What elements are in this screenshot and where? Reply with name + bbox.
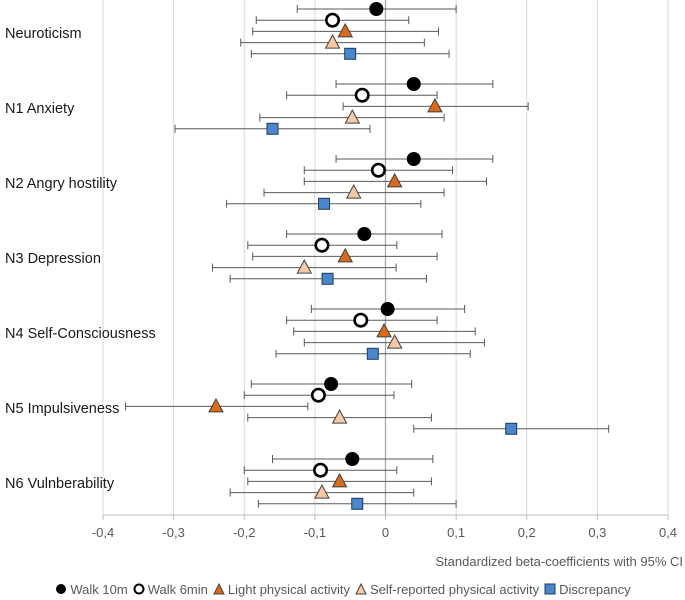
legend-item: Walk 6min (132, 582, 208, 597)
data-point (331, 409, 348, 424)
category-label: N6 Vulnberability (5, 476, 115, 492)
data-point (331, 472, 348, 488)
data-point (324, 377, 339, 391)
data-point (366, 347, 379, 360)
series-4 (174, 47, 610, 510)
data-point (344, 109, 361, 124)
legend-item: Self-reported physical activity (354, 582, 539, 597)
data-point (321, 272, 334, 285)
x-tick-label: 0,3 (588, 525, 606, 540)
legend-label: Discrepancy (559, 581, 631, 597)
series-1 (243, 12, 454, 478)
data-point (324, 34, 341, 49)
series-3 (211, 34, 485, 499)
x-axis-title: Standardized beta-coefficients with 95% … (435, 554, 683, 569)
series-0 (250, 2, 494, 466)
data-point (427, 97, 443, 113)
legend-item: Discrepancy (543, 582, 631, 597)
category-label: N1 Anxiety (5, 101, 75, 117)
gridlines (102, 0, 669, 515)
x-tick-label: -0,3 (162, 525, 184, 540)
category-label: N4 Self-Consciousness (5, 326, 156, 342)
data-point (337, 247, 354, 263)
data-point (354, 87, 370, 103)
category-label: N5 Impulsiveness (5, 401, 119, 417)
data-point (266, 122, 279, 135)
data-point (370, 162, 386, 178)
legend-item: Walk 10m (54, 581, 128, 597)
x-tick-label: 0,4 (659, 525, 677, 540)
series-2 (125, 22, 529, 488)
legend: Walk 10m Walk 6min Light physical activity… (0, 578, 685, 600)
x-tick-label: 0 (382, 525, 389, 540)
x-tick-label: -0,1 (304, 525, 326, 540)
legend-marker-icon (213, 582, 225, 595)
legend-label: Walk 6min (147, 581, 208, 597)
data-point (314, 237, 330, 253)
x-tick-label: -0,2 (233, 525, 255, 540)
data-point (353, 312, 369, 328)
legend-marker-icon (133, 583, 145, 595)
forest-plot: -0,4 -0,3 -0,2 -0,1 0 0,1 0,2 0,3 0,4 Neuroticis… (5, 0, 683, 569)
x-tick-label: 0,2 (518, 525, 536, 540)
legend-marker-icon (355, 582, 367, 595)
category-label: Neuroticism (5, 26, 82, 42)
data-point (310, 387, 326, 403)
data-point (386, 334, 403, 349)
data-point (314, 484, 330, 499)
legend-label: Light physical activity (227, 581, 351, 597)
data-point (369, 2, 384, 16)
x-tick-label: -0,4 (92, 525, 114, 540)
data-point (351, 497, 364, 510)
data-point (357, 227, 372, 241)
data-point (406, 152, 421, 166)
data-point (344, 47, 357, 60)
data-point (345, 184, 362, 199)
data-point (313, 462, 329, 478)
legend-marker-icon (544, 583, 556, 595)
category-labels: Neuroticism N1 Anxiety N2 Angry hostility N… (5, 26, 156, 492)
data-point (380, 302, 395, 316)
legend-marker-icon (56, 584, 67, 594)
legend-item: Light physical activity (212, 582, 350, 597)
data-point (296, 259, 313, 274)
data-point (406, 77, 421, 91)
x-axis (102, 514, 669, 520)
x-tick-labels: -0,4 -0,3 -0,2 -0,1 0 0,1 0,2 0,3 0,4 (92, 525, 677, 540)
data-point (376, 322, 392, 338)
data-point (325, 12, 341, 28)
data-point (345, 452, 360, 466)
data-marks (125, 2, 610, 510)
data-point (337, 22, 354, 38)
category-label: N3 Depression (5, 251, 101, 267)
legend-label: Self-reported physical activity (370, 581, 540, 597)
data-point (505, 422, 518, 435)
x-tick-label: 0,1 (447, 525, 465, 540)
category-label: N2 Angry hostility (5, 176, 118, 192)
legend-label: Walk 10m (70, 581, 128, 597)
data-point (318, 197, 331, 210)
data-point (208, 397, 224, 413)
data-point (386, 172, 403, 188)
